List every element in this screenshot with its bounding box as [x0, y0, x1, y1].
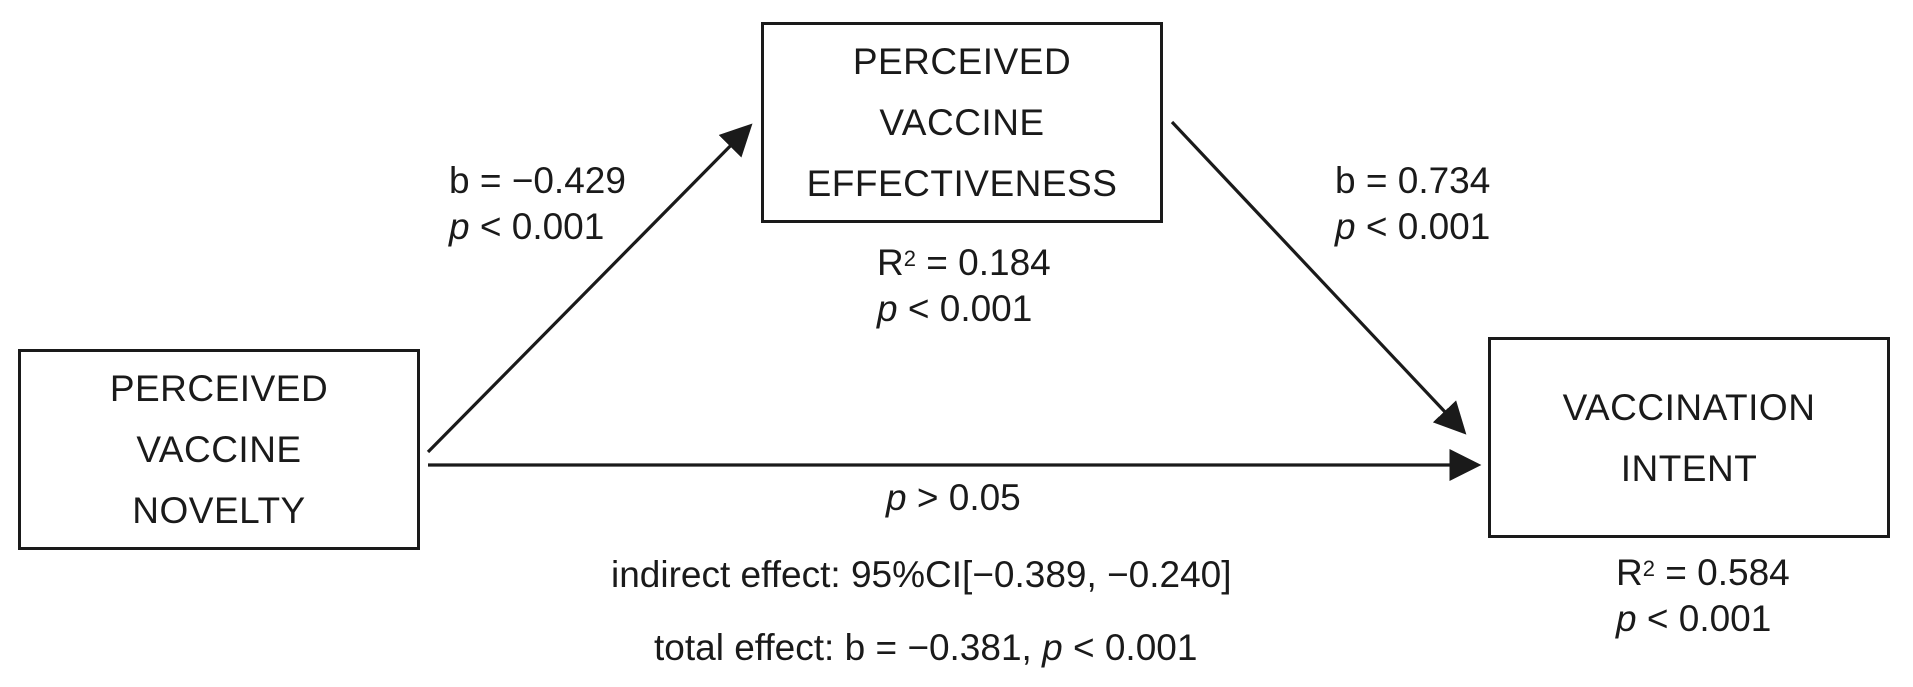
path-b-p: p < 0.001: [1335, 206, 1491, 247]
direct-path-label: p > 0.05: [886, 477, 1021, 518]
path-a-p: p < 0.001: [449, 206, 605, 247]
path-b-label: b = 0.734 p < 0.001: [1335, 158, 1490, 250]
arrow-a-path: [426, 123, 753, 454]
arrow-b-path: [1170, 120, 1467, 435]
path-a-coef: b = −0.429: [449, 160, 626, 201]
outcome-line-2: INTENT: [1620, 447, 1758, 489]
path-b-coef: b = 0.734: [1335, 160, 1491, 201]
mediator-fit: R2 = 0.184 p < 0.001: [877, 240, 1051, 332]
mediator-line-1: PERCEIVED: [852, 41, 1072, 82]
mediator-box: PERCEIVED VACCINE EFFECTIVENESS: [761, 22, 1163, 223]
total-effect-label: total effect: b = −0.381, p < 0.001: [654, 627, 1198, 668]
mediator-r2-p: p < 0.001: [877, 288, 1033, 329]
mediator-line-3: EFFECTIVENESS: [806, 163, 1118, 204]
mediator-line-2: VACCINE: [879, 102, 1045, 143]
outcome-line-1: VACCINATION: [1562, 386, 1816, 428]
predictor-line-2: VACCINE: [136, 429, 302, 470]
predictor-box: PERCEIVED VACCINE NOVELTY: [18, 349, 420, 550]
predictor-line-1: PERCEIVED: [109, 368, 329, 409]
predictor-line-3: NOVELTY: [132, 490, 306, 531]
outcome-box: VACCINATION INTENT: [1488, 337, 1890, 538]
mediator-r2: R2 = 0.184: [877, 242, 1051, 283]
outcome-r2: R2 = 0.584: [1616, 552, 1790, 593]
path-a-label: b = −0.429 p < 0.001: [449, 158, 626, 250]
outcome-fit: R2 = 0.584 p < 0.001: [1616, 550, 1790, 642]
outcome-r2-p: p < 0.001: [1616, 598, 1772, 639]
indirect-effect-label: indirect effect: 95%CI[−0.389, −0.240]: [611, 554, 1232, 595]
